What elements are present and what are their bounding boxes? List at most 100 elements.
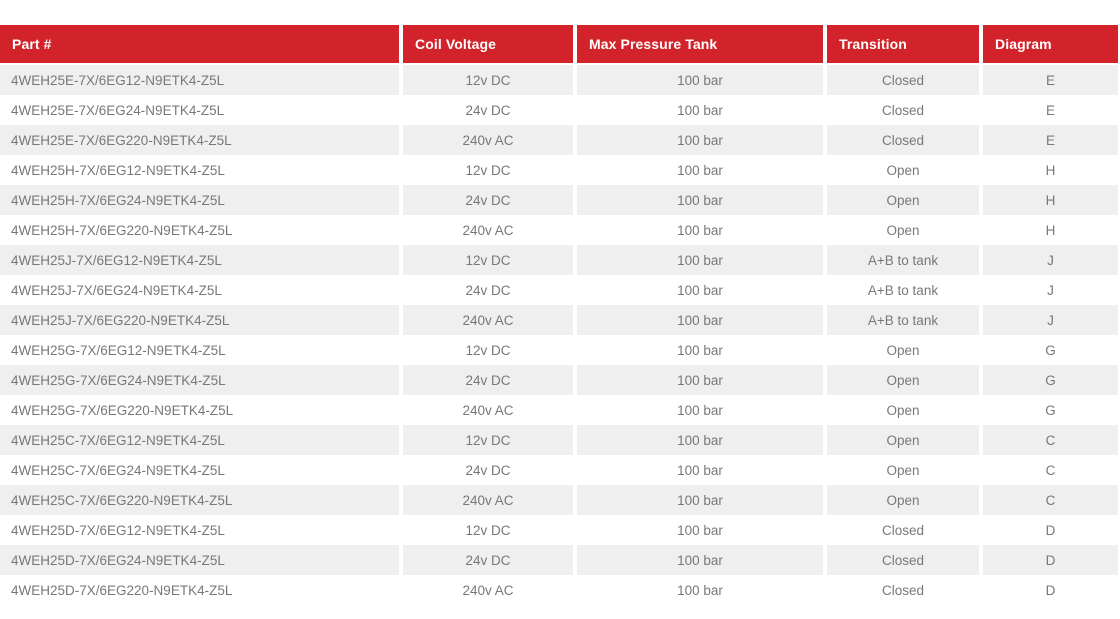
column-header-coil-voltage: Coil Voltage [403, 25, 577, 65]
cell-diagram: C [983, 485, 1118, 515]
table-row: 4WEH25D-7X/6EG24-N9ETK4-Z5L 24v DC 100 bar… [0, 545, 1118, 575]
cell-part-number: 4WEH25J-7X/6EG220-N9ETK4-Z5L [0, 305, 403, 335]
table-row: 4WEH25H-7X/6EG220-N9ETK4-Z5L 240v AC 100 b… [0, 215, 1118, 245]
cell-max-pressure-tank: 100 bar [577, 125, 827, 155]
cell-transition: Open [827, 485, 983, 515]
cell-part-number: 4WEH25G-7X/6EG220-N9ETK4-Z5L [0, 395, 403, 425]
cell-transition: A+B to tank [827, 305, 983, 335]
cell-max-pressure-tank: 100 bar [577, 365, 827, 395]
cell-transition: Open [827, 155, 983, 185]
cell-diagram: D [983, 515, 1118, 545]
table-row: 4WEH25C-7X/6EG24-N9ETK4-Z5L 24v DC 100 bar… [0, 455, 1118, 485]
cell-part-number: 4WEH25H-7X/6EG24-N9ETK4-Z5L [0, 185, 403, 215]
header-row: Part # Coil Voltage Max Pressure Tank Trans… [0, 25, 1118, 65]
cell-max-pressure-tank: 100 bar [577, 65, 827, 95]
cell-part-number: 4WEH25H-7X/6EG220-N9ETK4-Z5L [0, 215, 403, 245]
cell-transition: A+B to tank [827, 245, 983, 275]
cell-transition: Open [827, 455, 983, 485]
cell-coil-voltage: 12v DC [403, 245, 577, 275]
cell-transition: Open [827, 395, 983, 425]
cell-diagram: D [983, 545, 1118, 575]
cell-diagram: G [983, 335, 1118, 365]
cell-diagram: D [983, 575, 1118, 605]
cell-coil-voltage: 12v DC [403, 155, 577, 185]
cell-transition: A+B to tank [827, 275, 983, 305]
cell-coil-voltage: 12v DC [403, 65, 577, 95]
cell-part-number: 4WEH25J-7X/6EG24-N9ETK4-Z5L [0, 275, 403, 305]
table-body: 4WEH25E-7X/6EG12-N9ETK4-Z5L 12v DC 100 bar… [0, 65, 1118, 605]
cell-max-pressure-tank: 100 bar [577, 275, 827, 305]
cell-coil-voltage: 24v DC [403, 545, 577, 575]
cell-diagram: H [983, 215, 1118, 245]
cell-diagram: E [983, 95, 1118, 125]
cell-coil-voltage: 240v AC [403, 395, 577, 425]
cell-coil-voltage: 12v DC [403, 515, 577, 545]
cell-diagram: G [983, 395, 1118, 425]
table-row: 4WEH25C-7X/6EG220-N9ETK4-Z5L 240v AC 100 b… [0, 485, 1118, 515]
cell-transition: Open [827, 365, 983, 395]
cell-coil-voltage: 240v AC [403, 125, 577, 155]
cell-diagram: H [983, 185, 1118, 215]
cell-transition: Closed [827, 545, 983, 575]
table-row: 4WEH25G-7X/6EG220-N9ETK4-Z5L 240v AC 100 b… [0, 395, 1118, 425]
table-row: 4WEH25G-7X/6EG24-N9ETK4-Z5L 24v DC 100 bar… [0, 365, 1118, 395]
cell-diagram: G [983, 365, 1118, 395]
cell-max-pressure-tank: 100 bar [577, 485, 827, 515]
cell-diagram: E [983, 125, 1118, 155]
cell-coil-voltage: 12v DC [403, 425, 577, 455]
cell-transition: Closed [827, 95, 983, 125]
cell-transition: Closed [827, 575, 983, 605]
cell-max-pressure-tank: 100 bar [577, 305, 827, 335]
cell-coil-voltage: 24v DC [403, 185, 577, 215]
cell-part-number: 4WEH25G-7X/6EG24-N9ETK4-Z5L [0, 365, 403, 395]
table-row: 4WEH25D-7X/6EG12-N9ETK4-Z5L 12v DC 100 bar… [0, 515, 1118, 545]
cell-max-pressure-tank: 100 bar [577, 425, 827, 455]
cell-coil-voltage: 24v DC [403, 95, 577, 125]
cell-diagram: J [983, 245, 1118, 275]
cell-max-pressure-tank: 100 bar [577, 155, 827, 185]
cell-part-number: 4WEH25E-7X/6EG24-N9ETK4-Z5L [0, 95, 403, 125]
cell-part-number: 4WEH25C-7X/6EG12-N9ETK4-Z5L [0, 425, 403, 455]
cell-part-number: 4WEH25E-7X/6EG220-N9ETK4-Z5L [0, 125, 403, 155]
cell-part-number: 4WEH25D-7X/6EG220-N9ETK4-Z5L [0, 575, 403, 605]
table-header: Part # Coil Voltage Max Pressure Tank Trans… [0, 25, 1118, 65]
cell-part-number: 4WEH25H-7X/6EG12-N9ETK4-Z5L [0, 155, 403, 185]
table-row: 4WEH25E-7X/6EG12-N9ETK4-Z5L 12v DC 100 bar… [0, 65, 1118, 95]
cell-coil-voltage: 240v AC [403, 305, 577, 335]
cell-transition: Closed [827, 125, 983, 155]
cell-max-pressure-tank: 100 bar [577, 185, 827, 215]
cell-max-pressure-tank: 100 bar [577, 215, 827, 245]
cell-max-pressure-tank: 100 bar [577, 455, 827, 485]
cell-max-pressure-tank: 100 bar [577, 575, 827, 605]
cell-max-pressure-tank: 100 bar [577, 95, 827, 125]
cell-part-number: 4WEH25D-7X/6EG12-N9ETK4-Z5L [0, 515, 403, 545]
cell-diagram: E [983, 65, 1118, 95]
cell-transition: Open [827, 425, 983, 455]
cell-coil-voltage: 240v AC [403, 575, 577, 605]
cell-transition: Open [827, 215, 983, 245]
column-header-transition: Transition [827, 25, 983, 65]
column-header-part-number: Part # [0, 25, 403, 65]
cell-diagram: H [983, 155, 1118, 185]
cell-transition: Closed [827, 515, 983, 545]
table-row: 4WEH25C-7X/6EG12-N9ETK4-Z5L 12v DC 100 bar… [0, 425, 1118, 455]
parts-table: Part # Coil Voltage Max Pressure Tank Trans… [0, 25, 1118, 605]
cell-coil-voltage: 24v DC [403, 455, 577, 485]
cell-part-number: 4WEH25C-7X/6EG24-N9ETK4-Z5L [0, 455, 403, 485]
page: Part # Coil Voltage Max Pressure Tank Trans… [0, 25, 1118, 605]
cell-part-number: 4WEH25G-7X/6EG12-N9ETK4-Z5L [0, 335, 403, 365]
cell-coil-voltage: 240v AC [403, 215, 577, 245]
table-row: 4WEH25J-7X/6EG12-N9ETK4-Z5L 12v DC 100 bar… [0, 245, 1118, 275]
cell-transition: Open [827, 335, 983, 365]
table-row: 4WEH25H-7X/6EG12-N9ETK4-Z5L 12v DC 100 bar… [0, 155, 1118, 185]
cell-diagram: J [983, 275, 1118, 305]
column-header-diagram: Diagram [983, 25, 1118, 65]
cell-diagram: C [983, 425, 1118, 455]
cell-transition: Closed [827, 65, 983, 95]
cell-coil-voltage: 12v DC [403, 335, 577, 365]
cell-diagram: J [983, 305, 1118, 335]
cell-max-pressure-tank: 100 bar [577, 335, 827, 365]
table-row: 4WEH25E-7X/6EG220-N9ETK4-Z5L 240v AC 100 b… [0, 125, 1118, 155]
cell-part-number: 4WEH25J-7X/6EG12-N9ETK4-Z5L [0, 245, 403, 275]
cell-diagram: C [983, 455, 1118, 485]
